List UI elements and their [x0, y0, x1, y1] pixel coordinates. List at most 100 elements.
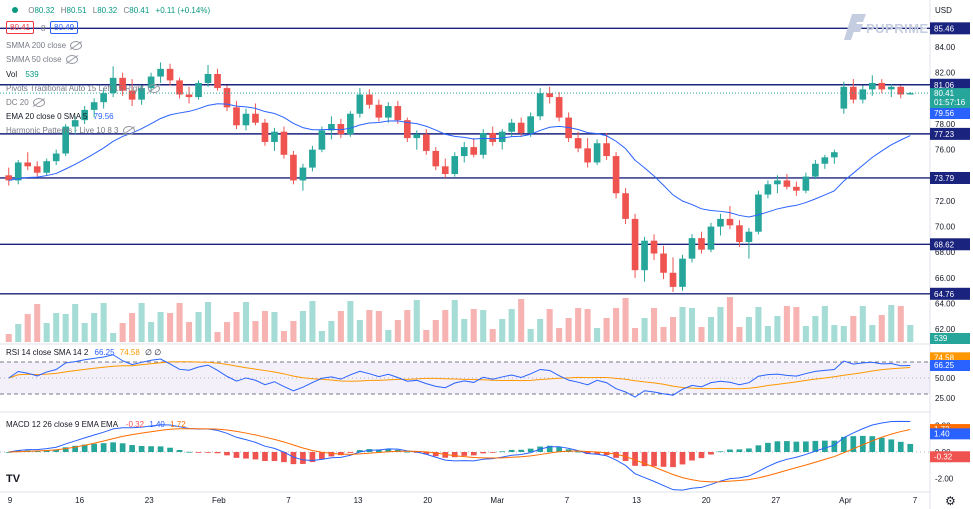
level-price-tag — [930, 78, 970, 91]
volume-bar — [366, 310, 373, 342]
candle-body — [498, 131, 506, 142]
macd-histogram-bar — [869, 436, 876, 452]
macd-histogram-bar — [461, 452, 468, 456]
candle-body — [508, 122, 516, 132]
volume-bar — [745, 317, 752, 342]
macd-histogram-bar — [518, 449, 525, 452]
candle-body — [631, 218, 639, 271]
legend-smma200[interactable]: SMMA 200 close — [6, 41, 83, 51]
candle-body — [555, 97, 563, 118]
volume-bar — [53, 313, 60, 342]
volume-bar — [91, 313, 98, 342]
legend-rsi[interactable]: RSI 14 close SMA 14 2 66.25 74.58 ∅ ∅ — [6, 348, 162, 357]
rsi-sma-line — [8, 361, 911, 390]
symbol-status-dot — [12, 7, 18, 13]
volume-bar — [622, 298, 629, 342]
volume-bar — [413, 300, 420, 342]
macd-histogram-bar — [309, 452, 316, 463]
macd-histogram-bar — [736, 449, 743, 452]
volume-bar — [669, 317, 677, 342]
legend-ema[interactable]: EMA 20 close 0 SMA 5 79.56 — [6, 112, 114, 121]
time-axis-label: 13 — [354, 496, 363, 505]
candle-body — [62, 126, 70, 154]
macd-value-tag — [930, 451, 970, 463]
currency-label: USD — [935, 6, 952, 15]
macd-histogram-bar — [243, 452, 249, 459]
volume-bar — [347, 301, 354, 342]
candle-body — [43, 161, 51, 173]
price-tick-label: 76.00 — [935, 146, 956, 155]
legend-smma50[interactable]: SMMA 50 close — [6, 55, 78, 65]
candle-body — [441, 166, 449, 175]
candle-body — [147, 76, 155, 89]
hidden-eye-icon[interactable] — [70, 41, 83, 51]
candle-body — [812, 163, 819, 177]
volume-bar — [81, 323, 88, 342]
volume-bar — [565, 318, 572, 342]
candle-body — [849, 86, 857, 100]
level-price-tag — [930, 22, 970, 35]
hidden-eye-icon[interactable] — [65, 55, 78, 65]
volume-tag-label: 539 — [934, 334, 948, 343]
legend-dc[interactable]: DC 20 — [6, 98, 45, 108]
volume-bar — [204, 302, 212, 342]
macd-histogram-bar — [831, 440, 838, 452]
volume-bar — [831, 325, 838, 342]
volume-bar — [186, 322, 193, 342]
settings-gear-icon[interactable]: ⚙ — [945, 494, 956, 508]
time-axis-label: 7 — [565, 496, 570, 505]
price-tick-label: 68.00 — [935, 248, 956, 257]
hidden-eye-icon[interactable] — [32, 98, 45, 108]
macd-histogram-bar — [774, 441, 781, 452]
volume-bar — [688, 308, 696, 342]
hidden-eye-icon[interactable] — [147, 84, 160, 94]
price-tick-label: 62.00 — [935, 325, 956, 334]
volume-bar — [385, 330, 392, 342]
hidden-eye-icon[interactable] — [122, 126, 135, 136]
macd-histogram-bar — [176, 449, 183, 452]
rsi-tick-label: 25.00 — [935, 394, 956, 403]
change-value: +0.11 (+0.14%) — [155, 6, 211, 15]
volume-bar — [242, 302, 250, 342]
macd-histogram-bar — [613, 452, 619, 458]
volume-bar — [537, 319, 544, 342]
candle-body — [347, 113, 354, 135]
legend-pivots[interactable]: Pivots Traditional Auto 15 Left 15 Right — [6, 84, 160, 94]
volume-bar — [584, 309, 591, 342]
macd-histogram-bar — [119, 443, 126, 452]
level-price-label: 64.76 — [934, 290, 955, 299]
macd-histogram-bar — [5, 452, 12, 453]
volume-bar — [43, 323, 50, 342]
macd-histogram-bar — [271, 452, 278, 461]
volume-bar — [707, 317, 715, 342]
time-axis-label: Apr — [839, 496, 852, 505]
legend-macd[interactable]: MACD 12 26 close 9 EMA EMA -0.32 1.40 1.… — [6, 420, 186, 429]
ema-price-label: 79.56 — [934, 109, 955, 118]
level-price-label: 77.23 — [934, 130, 955, 139]
volume-bar — [442, 310, 449, 342]
macd-histogram-bar — [148, 446, 154, 452]
macd-histogram-bar — [205, 452, 211, 453]
level-price-label: 85.46 — [934, 24, 955, 33]
macd-histogram-bar — [784, 441, 790, 452]
time-axis-label: 7 — [286, 496, 291, 505]
macd-histogram-bar — [765, 442, 771, 452]
macd-histogram-bar — [727, 449, 733, 452]
volume-bar — [821, 306, 828, 342]
candle-body — [574, 138, 582, 149]
legend-volume[interactable]: Vol 539 — [6, 70, 39, 79]
volume-bar — [840, 326, 847, 342]
candle-body — [840, 86, 848, 109]
legend-harmonic[interactable]: Harmonic Patterns - Live 10 8 3 — [6, 126, 135, 136]
macd-histogram-bar — [62, 447, 69, 452]
countdown-label: 01:57:16 — [934, 98, 966, 107]
candle-body — [774, 180, 781, 185]
price-tick-label: 64.00 — [935, 300, 956, 309]
macd-histogram-bar — [641, 452, 648, 467]
price-tick-label: 78.00 — [935, 120, 956, 129]
ask-button[interactable]: 80.49 — [50, 21, 79, 34]
candle-body — [375, 104, 383, 118]
volume-bar — [518, 299, 525, 342]
bid-button[interactable]: 80.41 — [6, 21, 35, 34]
